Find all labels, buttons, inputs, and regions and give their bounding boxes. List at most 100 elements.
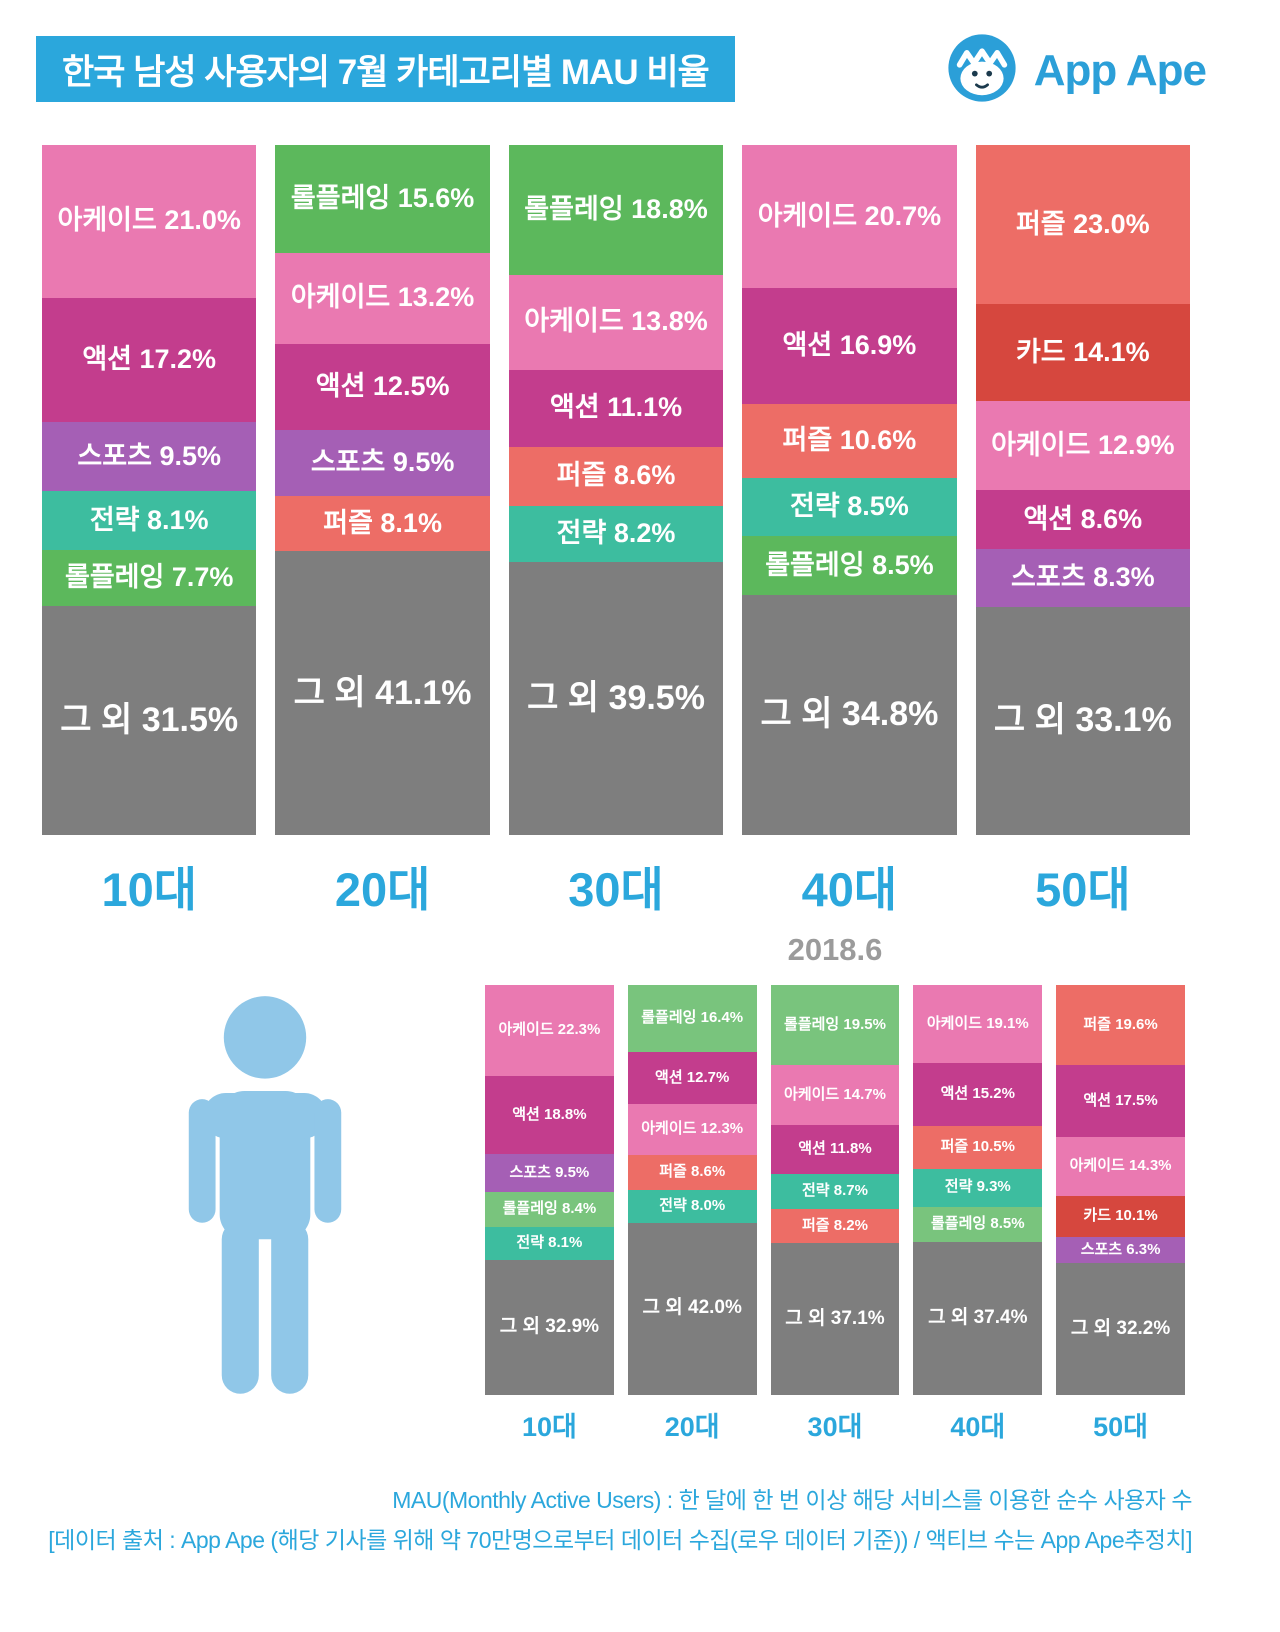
segment-label: 전략 8.0%	[659, 1197, 726, 1215]
segment-label: 액션 16.9%	[782, 330, 917, 361]
segment-label: 아케이드 22.3%	[498, 1021, 601, 1039]
chart-column-3: 롤플레잉 19.5% 아케이드 14.7% 액션 11.8% 전략 8.7% 퍼즐 8.…	[770, 985, 900, 1444]
age-label: 40대	[950, 1412, 1006, 1442]
footer-notes: MAU(Monthly Active Users) : 한 달에 한 번 이상 …	[48, 1480, 1192, 1560]
segment-label: 퍼즐 10.6%	[782, 425, 917, 456]
segment-label: 카드 10.1%	[1083, 1207, 1158, 1225]
segment-puzzle: 퍼즐 8.6%	[627, 1154, 757, 1190]
segment-arcade: 아케이드 13.2%	[275, 252, 490, 344]
segment-roleplaying_light: 롤플레잉 8.4%	[485, 1192, 614, 1227]
segment-roleplaying: 롤플레잉 18.8%	[508, 145, 724, 275]
chart-column-1: 아케이드 22.3% 액션 18.8% 스포츠 9.5% 롤플레잉 8.4% 전략 8.…	[485, 985, 614, 1444]
segment-label: 그 외 37.1%	[785, 1307, 885, 1329]
segment-others: 그 외 41.1%	[275, 551, 490, 835]
app-ape-logo: App Ape	[942, 28, 1207, 113]
segment-sports: 스포츠 9.5%	[485, 1153, 614, 1193]
segment-label: 롤플레잉 16.4%	[641, 1009, 744, 1027]
footer-line-2: [데이터 출처 : App Ape (해당 기사를 위해 약 70만명으로부터 …	[48, 1527, 1192, 1553]
segment-label: 롤플레잉 8.5%	[765, 549, 934, 580]
segment-label: 그 외 39.5%	[527, 679, 705, 718]
main-stacked-bar-chart: 아케이드 21.0% 액션 17.2% 스포츠 9.5% 전략 8.1% 롤플레잉 7.…	[42, 145, 1191, 920]
segment-label: 전략 8.5%	[790, 491, 909, 522]
age-label: 30대	[568, 863, 664, 916]
segment-arcade: 아케이드 14.7%	[770, 1064, 900, 1126]
chart-column-1: 아케이드 21.0% 액션 17.2% 스포츠 9.5% 전략 8.1% 롤플레잉 7.…	[42, 145, 257, 920]
segment-strategy: 전략 8.5%	[742, 477, 957, 537]
segment-others: 그 외 37.1%	[770, 1242, 900, 1395]
stacked-bar: 아케이드 19.1% 액션 15.2% 퍼즐 10.5% 전략 9.3% 롤플레잉 8.…	[913, 985, 1043, 1395]
age-label: 50대	[1093, 1412, 1149, 1442]
stacked-bar: 퍼즐 23.0% 카드 14.1% 아케이드 12.9% 액션 8.6% 스포츠 8.3…	[975, 145, 1191, 836]
segment-label: 카드 14.1%	[1015, 336, 1150, 367]
segment-label: 그 외 32.9%	[499, 1316, 600, 1338]
segment-label: 그 외 32.2%	[1070, 1317, 1171, 1339]
chart-column-2: 롤플레잉 15.6% 아케이드 13.2% 액션 12.5% 스포츠 9.5% 퍼즐 8…	[275, 145, 490, 920]
chart-column-5: 퍼즐 19.6% 액션 17.5% 아케이드 14.3% 카드 10.1% 스포츠 6.…	[1056, 985, 1185, 1444]
segment-action: 액션 17.2%	[42, 297, 257, 423]
stacked-bar: 롤플레잉 19.5% 아케이드 14.7% 액션 11.8% 전략 8.7% 퍼즐 8.…	[770, 985, 900, 1395]
segment-label: 아케이드 21.0%	[57, 205, 241, 236]
segment-label: 그 외 37.4%	[928, 1306, 1028, 1328]
segment-label: 액션 12.7%	[655, 1069, 730, 1087]
segment-card: 카드 10.1%	[1056, 1195, 1185, 1238]
segment-label: 전략 8.7%	[802, 1182, 868, 1200]
segment-label: 액션 12.5%	[315, 371, 450, 401]
small-chart-title: 2018.6	[787, 932, 883, 967]
segment-label: 액션 11.8%	[798, 1140, 872, 1158]
age-label: 40대	[801, 863, 898, 916]
segment-label: 액션 18.8%	[512, 1105, 587, 1123]
segment-label: 롤플레잉 8.5%	[931, 1214, 1025, 1232]
age-label: 50대	[1035, 863, 1131, 916]
segment-label: 그 외 42.0%	[642, 1297, 742, 1319]
segment-arcade: 아케이드 12.9%	[975, 401, 1191, 491]
segment-label: 전략 8.2%	[556, 518, 676, 549]
chart-column-3: 롤플레잉 18.8% 아케이드 13.8% 액션 11.1% 퍼즐 8.6% 전략 8.…	[508, 145, 724, 920]
stacked-bar: 아케이드 22.3% 액션 18.8% 스포츠 9.5% 롤플레잉 8.4% 전략 8.…	[485, 985, 614, 1395]
age-label: 10대	[101, 863, 197, 916]
segment-puzzle: 퍼즐 10.5%	[913, 1125, 1043, 1169]
segment-puzzle: 퍼즐 8.2%	[770, 1209, 900, 1243]
segment-strategy: 전략 8.1%	[485, 1226, 614, 1261]
segment-action: 액션 17.5%	[1056, 1065, 1185, 1138]
segment-label: 퍼즐 19.6%	[1083, 1015, 1158, 1033]
segment-roleplaying: 롤플레잉 15.6%	[275, 145, 490, 253]
segment-roleplaying_light: 롤플레잉 8.5%	[913, 1206, 1043, 1242]
age-label: 30대	[807, 1412, 863, 1442]
segment-arcade: 아케이드 22.3%	[485, 985, 614, 1077]
segment-label: 아케이드 12.9%	[991, 429, 1175, 460]
segment-label: 아케이드 14.3%	[1069, 1157, 1172, 1175]
page-title: 한국 남성 사용자의 7월 카테고리별 MAU 비율	[36, 36, 735, 102]
app-ape-monkey-icon	[942, 28, 1022, 113]
segment-label: 롤플레잉 15.6%	[290, 182, 475, 213]
segment-label: 액션 8.6%	[1023, 503, 1143, 534]
segment-roleplaying: 롤플레잉 7.7%	[42, 550, 257, 607]
stacked-bar: 아케이드 21.0% 액션 17.2% 스포츠 9.5% 전략 8.1% 롤플레잉 7.…	[42, 145, 257, 835]
segment-arcade: 아케이드 20.7%	[742, 145, 957, 288]
stacked-bar: 롤플레잉 16.4% 액션 12.7% 아케이드 12.3% 퍼즐 8.6% 전략 8.…	[627, 985, 757, 1395]
comparison-stacked-bar-chart: 아케이드 22.3% 액션 18.8% 스포츠 9.5% 롤플레잉 8.4% 전략 8.…	[485, 985, 1185, 1444]
segment-label: 퍼즐 8.1%	[323, 507, 442, 538]
stacked-bar: 롤플레잉 18.8% 아케이드 13.8% 액션 11.1% 퍼즐 8.6% 전략 8.…	[508, 145, 724, 835]
age-label: 20대	[334, 863, 431, 916]
segment-action: 액션 8.6%	[975, 490, 1191, 550]
segment-arcade: 아케이드 12.3%	[627, 1104, 757, 1155]
segment-others: 그 외 34.8%	[742, 594, 957, 836]
segment-strategy: 전략 8.1%	[42, 491, 257, 551]
segment-puzzle: 퍼즐 8.6%	[508, 446, 724, 506]
segment-label: 스포츠 9.5%	[509, 1163, 590, 1181]
segment-action: 액션 16.9%	[742, 287, 957, 405]
segment-label: 스포츠 9.5%	[310, 446, 455, 477]
segment-others: 그 외 31.5%	[42, 606, 257, 835]
segment-label: 롤플레잉 8.4%	[502, 1200, 597, 1218]
chart-column-4: 아케이드 19.1% 액션 15.2% 퍼즐 10.5% 전략 9.3% 롤플레잉 8.…	[913, 985, 1043, 1444]
segment-label: 스포츠 9.5%	[77, 441, 221, 472]
chart-column-2: 롤플레잉 16.4% 액션 12.7% 아케이드 12.3% 퍼즐 8.6% 전략 8.…	[627, 985, 757, 1444]
segment-others: 그 외 42.0%	[627, 1222, 757, 1395]
stacked-bar: 아케이드 20.7% 액션 16.9% 퍼즐 10.6% 전략 8.5% 롤플레잉 8.…	[742, 145, 957, 836]
segment-sports: 스포츠 6.3%	[1056, 1237, 1185, 1263]
segment-label: 퍼즐 8.6%	[659, 1163, 726, 1181]
segment-label: 액션 11.1%	[549, 392, 683, 423]
segment-puzzle: 퍼즐 10.6%	[742, 404, 957, 478]
segment-others: 그 외 33.1%	[975, 606, 1191, 836]
